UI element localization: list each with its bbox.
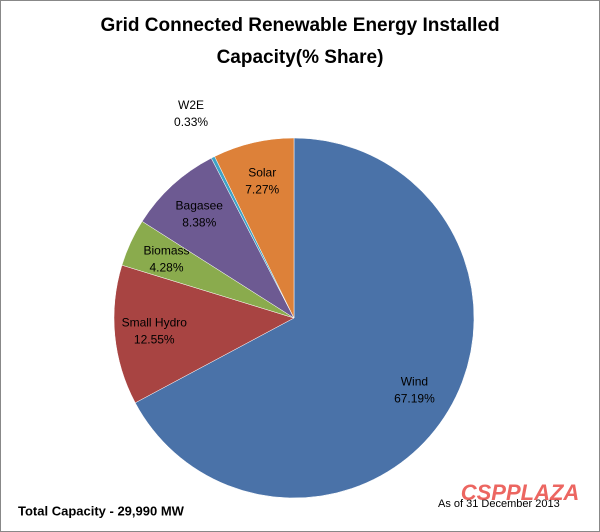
total-note: Total Capacity - 29,990 MW xyxy=(18,503,185,518)
slice-value: 7.27% xyxy=(245,182,279,196)
date-note: As of 31 December 2013 xyxy=(438,498,560,510)
pie-slice xyxy=(214,137,295,319)
chart-title: Grid Connected Renewable Energy Installe… xyxy=(100,15,499,36)
slice-value: 67.19% xyxy=(394,391,435,405)
slice-value: 0.33% xyxy=(174,115,208,129)
slice-label: Wind xyxy=(401,374,428,388)
chart-title: Capacity(% Share) xyxy=(217,47,384,68)
slice-label: Biomass xyxy=(144,243,190,257)
slice-label: W2E xyxy=(178,98,204,112)
pie-slice xyxy=(141,157,295,319)
slice-label: Solar xyxy=(248,165,276,179)
pie-slice xyxy=(134,137,475,499)
slice-label: Small Hydro xyxy=(122,316,188,330)
slice-value: 12.55% xyxy=(134,333,175,347)
slice-label: Bagasee xyxy=(176,199,224,213)
pie-slice xyxy=(113,264,295,404)
slice-value: 4.28% xyxy=(149,260,183,274)
slice-value: 8.38% xyxy=(182,216,216,230)
watermark: CSPPLAZA xyxy=(461,480,580,505)
